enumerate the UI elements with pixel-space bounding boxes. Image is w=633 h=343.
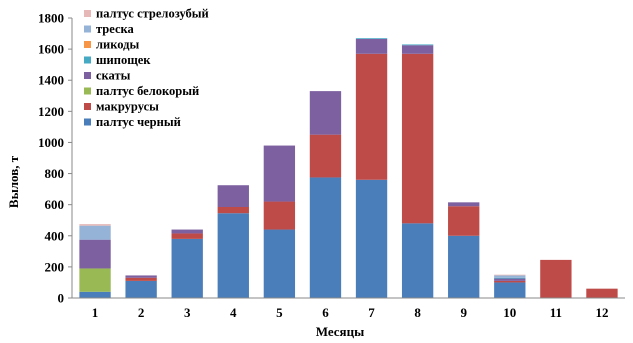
- legend-swatch: [84, 72, 91, 79]
- bar-segment: [171, 233, 203, 239]
- legend-swatch: [84, 87, 91, 95]
- bar-segment: [586, 288, 618, 298]
- bar-segment: [263, 229, 296, 298]
- x-tick-label: 10: [503, 305, 516, 320]
- bar-segment: [355, 39, 388, 54]
- x-tick-label: 1: [92, 305, 99, 320]
- y-axis-title: Вылов, т: [6, 155, 21, 208]
- bar-segment: [540, 259, 572, 298]
- legend-label: палтус стрелозубый: [96, 7, 209, 21]
- bar-segment: [355, 38, 388, 39]
- bar-segment: [125, 277, 157, 281]
- bar-segment: [355, 179, 388, 298]
- x-tick-label: 8: [414, 305, 421, 320]
- bar-segment: [79, 268, 111, 292]
- bar-segment: [494, 280, 526, 283]
- bar-segment: [309, 134, 342, 178]
- y-tick-label: 200: [45, 259, 65, 274]
- bar-segment: [309, 91, 342, 135]
- x-tick-label: 11: [550, 305, 562, 320]
- legend-label: ликоды: [96, 38, 139, 52]
- bar-segment: [79, 224, 111, 226]
- y-tick-label: 1800: [38, 11, 64, 26]
- bars: [79, 38, 618, 298]
- y-tick-label: 1400: [38, 73, 64, 88]
- bar-segment: [263, 145, 296, 202]
- bar-segment: [263, 201, 296, 230]
- x-tick-label: 3: [184, 305, 191, 320]
- legend-label: скаты: [96, 69, 131, 83]
- y-tick-label: 800: [45, 166, 65, 181]
- bar-segment: [171, 238, 203, 298]
- x-tick-label: 7: [368, 305, 375, 320]
- bar-segment: [494, 278, 526, 281]
- legend-label: палтус белокорый: [96, 84, 199, 98]
- bar-segment: [217, 207, 249, 214]
- legend-label: макрурусы: [96, 100, 159, 114]
- x-axis-title: Месяцы: [316, 324, 364, 339]
- bar-segment: [355, 53, 388, 180]
- bar-segment: [171, 229, 203, 234]
- bar-segment: [494, 275, 526, 278]
- x-tick-label: 5: [276, 305, 283, 320]
- y-tick-label: 1200: [38, 104, 64, 119]
- bar-segment: [309, 177, 342, 298]
- x-tick-label: 6: [322, 305, 329, 320]
- x-tick-label: 9: [460, 305, 467, 320]
- y-tick-label: 600: [45, 197, 65, 212]
- bar-segment: [401, 44, 434, 46]
- x-tick-label: 4: [230, 305, 237, 320]
- legend-label: треска: [96, 22, 135, 36]
- x-tick-label: 12: [595, 305, 608, 320]
- y-axis: 0 200 400 600 800 1000 1200 1400 1600 1800: [38, 11, 72, 306]
- x-axis: 1 2 3 4 5 6 7 8 9 10 11 12: [92, 305, 609, 320]
- bar-segment: [448, 206, 480, 236]
- bar-segment: [448, 235, 480, 298]
- x-tick-label: 2: [138, 305, 145, 320]
- legend-label: палтус черный: [96, 115, 181, 129]
- legend-swatch: [84, 118, 91, 126]
- bar-segment: [401, 223, 434, 298]
- bar-segment: [79, 225, 111, 240]
- bar-segment: [401, 45, 434, 54]
- y-tick-label: 400: [45, 228, 65, 243]
- legend-swatch: [84, 10, 91, 17]
- bar-segment: [448, 202, 480, 207]
- bar-segment: [494, 274, 526, 276]
- legend-label: шипощек: [96, 53, 151, 67]
- y-tick-label: 0: [58, 291, 65, 306]
- y-tick-label: 1000: [38, 135, 64, 150]
- y-tick-label: 1600: [38, 42, 64, 57]
- bar-segment: [125, 275, 157, 278]
- legend-swatch: [84, 41, 91, 48]
- bar-segment: [217, 185, 249, 207]
- bar-segment: [125, 280, 157, 298]
- legend-swatch: [84, 25, 91, 33]
- bar-segment: [494, 282, 526, 298]
- bar-segment: [79, 291, 111, 298]
- bar-segment: [401, 53, 434, 224]
- legend-swatch: [84, 56, 91, 64]
- bar-segment: [79, 239, 111, 269]
- bar-segment: [494, 277, 526, 279]
- legend-swatch: [84, 103, 91, 110]
- bar-segment: [217, 213, 249, 298]
